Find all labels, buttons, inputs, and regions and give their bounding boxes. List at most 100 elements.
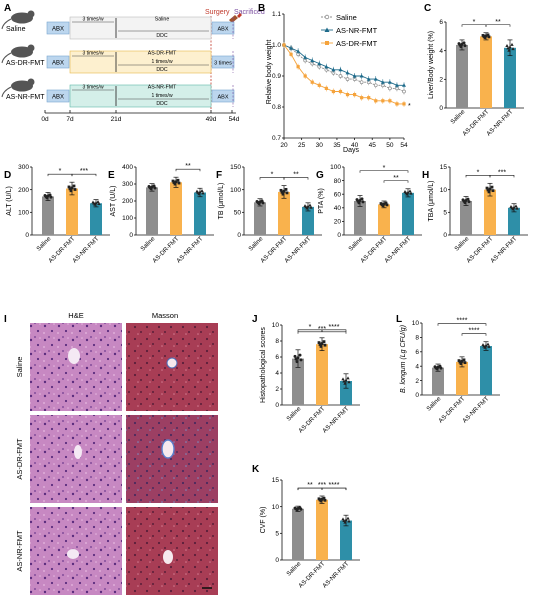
masson-vessel-saline — [166, 357, 178, 369]
ytick-label: 150 — [230, 164, 241, 171]
data-point — [258, 200, 262, 204]
data-point — [171, 179, 175, 183]
b-point — [324, 86, 328, 90]
data-point — [69, 189, 73, 193]
schedule-row-2: AS-DR-FMT ABX 3 times/w AS-DR-FMT 1 times/w D… — [1, 44, 235, 74]
significance-label: * — [477, 169, 480, 176]
bar-saline — [254, 202, 266, 235]
timeline-tick-54d: 54d — [229, 116, 240, 123]
data-point — [279, 188, 283, 192]
category-label: Saline — [425, 395, 443, 413]
data-point — [506, 46, 510, 50]
b-point — [394, 83, 399, 87]
b-xtick-label: 40 — [351, 142, 359, 149]
ytick-label: 60 — [334, 191, 342, 198]
b-point — [380, 80, 385, 84]
ytick-label: 2 — [439, 77, 443, 84]
treatment-label: AS-DR-FMT — [148, 51, 177, 57]
ylabel: Liver/Body weight (%) — [428, 31, 435, 99]
ytick-label: 15 — [272, 477, 280, 484]
data-point — [487, 190, 491, 194]
data-point — [200, 189, 204, 192]
bar-as-nr-fmt — [340, 520, 352, 560]
significance-bracket — [461, 333, 487, 336]
bar-saline — [432, 367, 444, 395]
data-point — [463, 44, 467, 48]
category-label: AS-NR-FMT — [489, 235, 518, 264]
ddc-label: DDC — [156, 101, 167, 107]
surgery-label: Surgery — [205, 9, 230, 16]
timeline-tick-49d: 49d — [206, 116, 217, 123]
legend-nr: AS-NR-FMT — [336, 26, 378, 35]
he-image-saline — [30, 323, 122, 411]
significance-label: *** — [498, 169, 506, 176]
end-label: 3 times — [214, 61, 232, 67]
abx-box — [46, 21, 70, 35]
significance-bracket — [383, 180, 409, 183]
b-point — [359, 80, 364, 85]
data-point — [406, 190, 410, 194]
b-point — [303, 55, 308, 59]
b-point — [360, 96, 364, 100]
ytick-label: 300 — [122, 181, 133, 188]
significance-label: ** — [307, 482, 313, 489]
data-point — [460, 42, 464, 46]
category-label: AS-NR-FMT — [283, 235, 312, 264]
ytick-label: 8 — [275, 338, 279, 345]
data-point — [97, 202, 101, 206]
ytick-label: 0 — [129, 232, 133, 239]
freq-label: 3 times/w — [82, 17, 104, 23]
data-point — [488, 187, 492, 191]
significance-bracket — [321, 329, 347, 332]
ylabel: AST (U/L) — [110, 186, 117, 217]
b-point — [373, 77, 378, 81]
panel-letter-e: E — [108, 170, 115, 181]
treatment-box — [69, 16, 212, 40]
ytick-label: 100 — [18, 210, 29, 217]
panel-j-bar-chart: J 0 2 4 6 8 10 Histopathological scores Saline AS… — [252, 314, 360, 434]
data-point — [320, 497, 324, 501]
data-point — [68, 187, 72, 191]
data-point — [323, 343, 327, 347]
data-point — [299, 358, 303, 362]
data-point — [458, 360, 462, 364]
significance-bracket — [71, 173, 97, 177]
b-point — [395, 102, 399, 106]
ytick-label: 8 — [415, 335, 419, 342]
bar-as-dr-fmt — [170, 182, 182, 235]
end-box — [211, 55, 235, 69]
b-point — [388, 99, 392, 103]
ytick-label: 5 — [443, 210, 447, 217]
ddc-label: DDC — [156, 33, 167, 39]
data-point — [298, 353, 302, 357]
bar-saline — [292, 508, 304, 560]
category-label: Saline — [35, 235, 53, 253]
bar-as-nr-fmt — [90, 203, 102, 235]
data-point — [342, 379, 346, 383]
abx-box — [46, 55, 70, 69]
data-point — [382, 202, 386, 206]
bar-saline — [146, 187, 158, 235]
ytick-label: 5 — [275, 531, 279, 538]
b-point — [338, 67, 343, 72]
b-series-line-0 — [283, 44, 405, 92]
b-point — [331, 67, 336, 72]
ylabel: TBA (μmol/L) — [428, 181, 435, 222]
significance-label: **** — [329, 482, 340, 489]
data-point — [341, 377, 345, 381]
ytick-label: 2 — [415, 378, 419, 385]
significance-label: * — [271, 172, 274, 179]
data-point — [486, 33, 490, 37]
bar-saline — [460, 201, 472, 235]
panel-letter-f: F — [216, 170, 222, 181]
data-point — [282, 189, 286, 193]
ytick-label: 0 — [275, 557, 279, 564]
b-ytick-label: 1.0 — [272, 42, 281, 49]
bar-as-nr-fmt — [480, 346, 492, 395]
data-point — [463, 361, 467, 365]
row-label-saline: Saline — [15, 357, 24, 378]
category-label: Saline — [453, 235, 471, 253]
